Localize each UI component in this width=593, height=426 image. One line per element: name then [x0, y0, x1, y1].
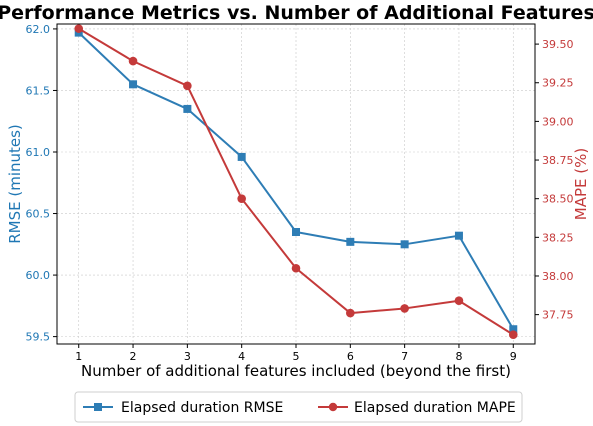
legend: Elapsed duration RMSE Elapsed duration M…: [74, 391, 523, 423]
right-tick-label: 39.25: [542, 77, 574, 90]
right-tick-label: 39.00: [542, 115, 574, 128]
x-axis-ticks: 1 2 3 4 5 6 7 8 9: [75, 344, 517, 363]
x-tick-label: 2: [130, 350, 137, 363]
legend-label-rmse: Elapsed duration RMSE: [121, 400, 283, 416]
data-point-mape: [237, 194, 246, 203]
data-point-mape: [74, 24, 84, 33]
left-tick-label: 59.5: [26, 331, 51, 344]
right-tick-label: 38.00: [542, 270, 574, 283]
legend-entry-mape: Elapsed duration MAPE: [318, 400, 516, 416]
data-point-rmse: [183, 104, 192, 113]
legend-entry-rmse: Elapsed duration RMSE: [83, 400, 283, 416]
x-tick-label: 7: [401, 350, 408, 363]
x-tick-label: 9: [510, 350, 517, 363]
grid: [57, 24, 535, 344]
chart-title: Performance Metrics vs. Number of Additi…: [0, 2, 593, 24]
right-axis-ticks: 37.75 38.00 38.25 38.50 38.75 39.00 39.25 39.50: [535, 38, 574, 322]
data-point-rmse: [237, 152, 246, 161]
legend-marker-rmse: [94, 403, 102, 411]
data-point-rmse: [346, 237, 355, 246]
right-axis-label: MAPE (%): [572, 148, 590, 220]
right-tick-label: 38.25: [542, 231, 574, 244]
right-tick-label: 39.50: [542, 38, 574, 51]
right-tick-label: 38.50: [542, 193, 574, 206]
left-tick-label: 60.0: [26, 269, 51, 282]
left-tick-label: 60.5: [26, 208, 51, 221]
left-tick-label: 62.0: [26, 23, 51, 36]
x-tick-label: 3: [184, 350, 191, 363]
left-tick-label: 61.5: [26, 84, 51, 97]
left-axis-ticks: 59.5 60.0 60.5 61.0 61.5 62.0: [26, 23, 57, 344]
legend-marker-mape: [328, 402, 338, 412]
left-axis-label: RMSE (minutes): [6, 124, 24, 244]
x-tick-label: 6: [347, 350, 354, 363]
series-layer: [74, 24, 518, 340]
data-point-mape: [128, 56, 138, 66]
data-point-mape: [291, 263, 301, 273]
left-tick-label: 61.0: [26, 146, 51, 159]
x-axis-label: Number of additional features included (…: [81, 362, 511, 380]
data-point-mape: [346, 308, 355, 318]
legend-box: [74, 391, 523, 423]
data-point-rmse: [292, 228, 300, 236]
data-point-rmse: [454, 231, 463, 240]
data-point-mape: [454, 296, 464, 306]
data-point-rmse: [129, 80, 138, 89]
legend-label-mape: Elapsed duration MAPE: [354, 400, 516, 416]
right-tick-label: 37.75: [542, 309, 574, 322]
data-point-rmse: [509, 325, 518, 334]
data-point-mape: [183, 81, 192, 91]
x-tick-label: 1: [75, 350, 82, 363]
data-point-mape: [508, 330, 518, 340]
x-tick-label: 4: [238, 350, 245, 363]
x-tick-label: 8: [455, 350, 462, 363]
data-point-mape: [400, 304, 409, 313]
x-tick-label: 5: [293, 350, 300, 363]
right-tick-label: 38.75: [542, 154, 574, 167]
data-point-rmse: [400, 240, 409, 249]
